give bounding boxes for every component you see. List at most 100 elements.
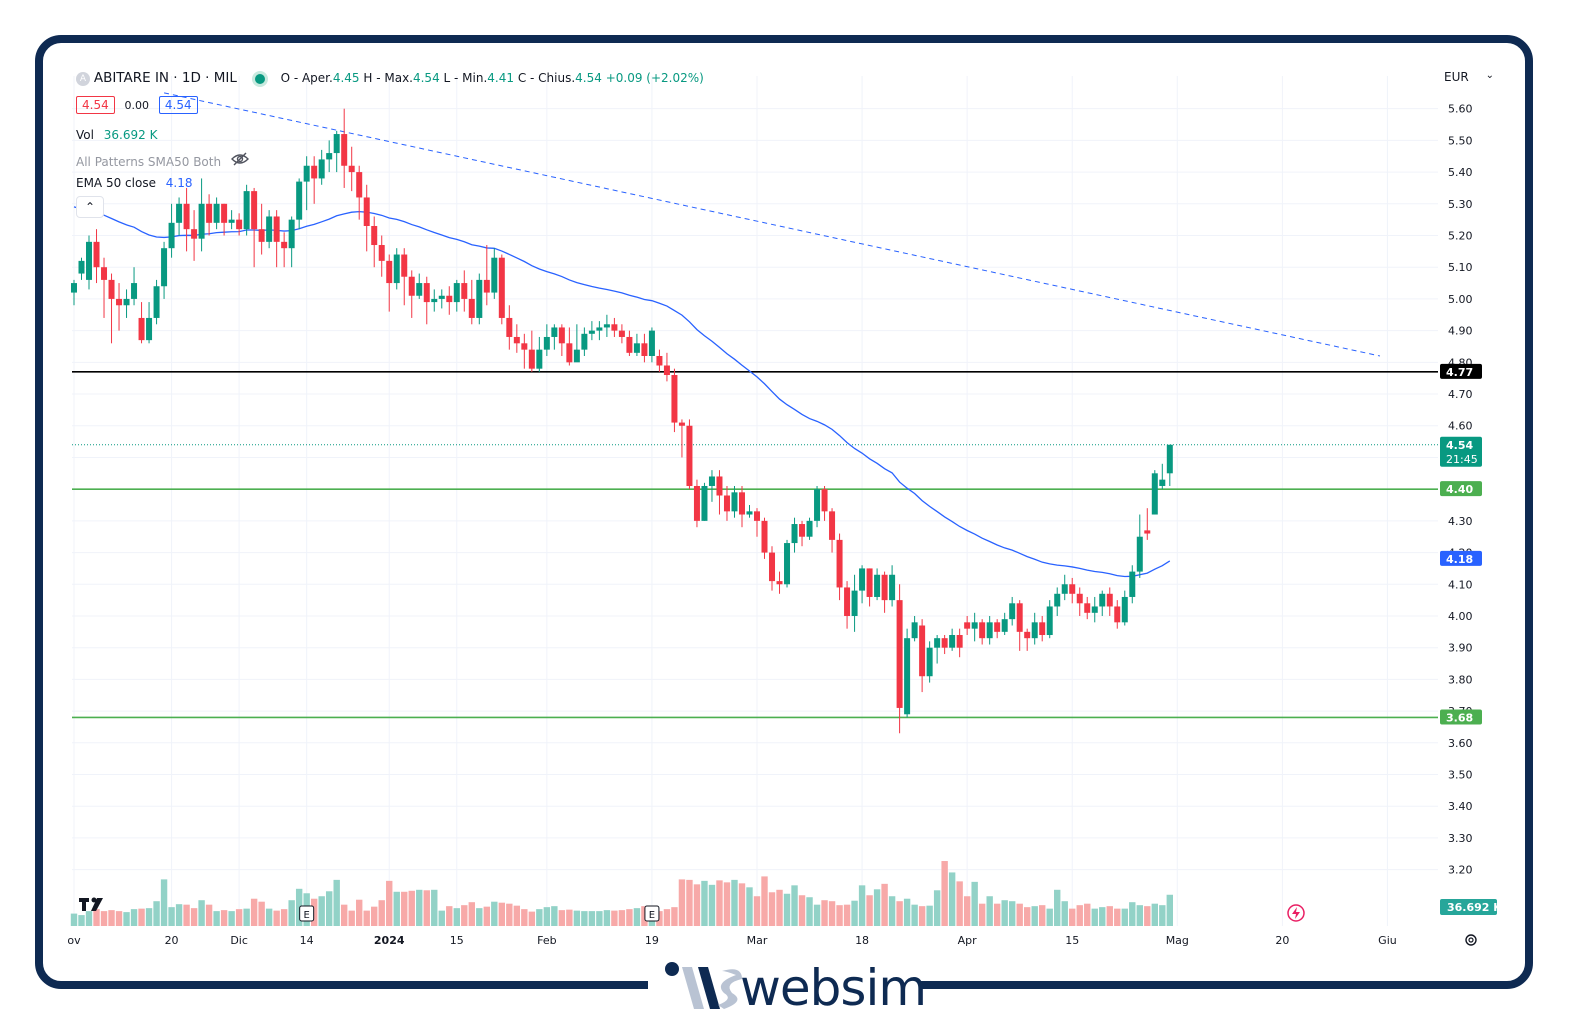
volume-bar <box>746 887 753 926</box>
candle-body <box>633 343 640 353</box>
volume-bar <box>1023 907 1031 926</box>
collapse-legend-button[interactable]: ⌃ <box>76 196 104 218</box>
volume-bar <box>160 879 168 926</box>
currency-label: EUR <box>1444 70 1469 84</box>
earnings-marker-icon[interactable]: E <box>644 905 660 922</box>
candle-body <box>941 638 948 648</box>
candle-body <box>648 330 655 356</box>
volume-bar <box>543 907 551 926</box>
candle-body <box>78 260 85 274</box>
earnings-marker-letter: E <box>649 910 655 921</box>
volume-bar <box>926 905 933 926</box>
candle-body <box>746 511 753 515</box>
candle-body <box>618 330 625 337</box>
volume-bar <box>783 893 791 926</box>
candle-body <box>979 622 986 639</box>
x-tick-label: 20 <box>1275 934 1289 947</box>
candle-body <box>896 600 903 708</box>
volume-bar <box>663 909 671 926</box>
volume-bar <box>280 909 288 926</box>
volume-bar <box>423 890 430 926</box>
spread-value: 0.00 <box>124 99 150 112</box>
volume-bar <box>273 910 280 926</box>
volume-bar <box>753 896 761 926</box>
volume-bar <box>723 882 731 926</box>
candle-body <box>1024 631 1031 639</box>
volume-bar <box>896 901 903 926</box>
volume-bar <box>318 896 325 926</box>
candle-body <box>588 330 595 334</box>
candle-body <box>176 203 183 223</box>
grid <box>72 76 1438 926</box>
candle-body <box>926 647 933 677</box>
hidden-eye-icon[interactable] <box>230 152 249 169</box>
volume-bar <box>716 880 723 926</box>
candle-body <box>551 327 558 337</box>
earnings-marker-icon[interactable]: E <box>299 905 315 922</box>
candle-body <box>754 511 760 521</box>
currency-selector[interactable]: EUR ⌄ <box>1444 70 1496 90</box>
candle-body <box>521 343 528 350</box>
volume-bar <box>1069 908 1076 926</box>
volume-bar <box>348 910 355 926</box>
volume-bar <box>978 903 986 926</box>
y-tick-label: 5.20 <box>1448 230 1473 243</box>
volume-bar <box>521 909 528 926</box>
tv-logo-stem <box>82 898 86 911</box>
candle-body <box>408 276 415 296</box>
volume-bar <box>963 896 971 926</box>
volume-bar <box>70 913 78 926</box>
volume-bar <box>235 909 243 926</box>
volume-bar <box>310 898 318 926</box>
tradingview-logo-icon <box>79 897 103 911</box>
volume-bar <box>1166 894 1174 926</box>
candle-body <box>116 298 123 306</box>
volume-bar <box>295 888 303 926</box>
y-tick-label: 4.60 <box>1448 420 1473 433</box>
volume-bar <box>325 891 333 926</box>
candle-body <box>273 216 280 242</box>
candle-body <box>723 495 730 512</box>
candle-body <box>836 539 843 588</box>
volume-bar <box>1046 908 1053 926</box>
volume-bar <box>115 911 123 926</box>
candle-body <box>311 165 318 179</box>
candle-body <box>784 543 791 585</box>
candle-body <box>491 257 498 293</box>
volume-bar <box>791 885 798 926</box>
volume-bar <box>768 892 776 926</box>
volume-bar <box>100 911 108 926</box>
volume-bar <box>491 901 498 926</box>
volume-bar <box>558 910 566 926</box>
settings-icon-ring <box>1465 934 1477 946</box>
volume-bar <box>408 890 415 926</box>
candle-body <box>1136 536 1143 572</box>
volume-bar <box>641 906 648 926</box>
ask-box[interactable]: 4.54 <box>158 96 198 114</box>
volume-bar <box>678 879 686 926</box>
candle-body <box>596 327 603 331</box>
candle-body <box>221 203 228 223</box>
flash-icon[interactable] <box>1287 904 1305 922</box>
x-tick-label: 2024 <box>374 934 405 947</box>
ema-line <box>73 206 1171 578</box>
candle-body <box>1099 593 1106 607</box>
candle-body <box>671 375 678 423</box>
chart-frame <box>35 35 1533 989</box>
settings-icon[interactable] <box>1465 934 1477 946</box>
volume-bar <box>618 910 626 926</box>
candle-body <box>769 552 776 582</box>
bid-box[interactable]: 4.54 <box>76 96 115 114</box>
price-label-box <box>1440 709 1482 725</box>
ema-label[interactable]: EMA 50 close <box>76 176 156 190</box>
volume-bar <box>888 896 896 926</box>
x-tick-label: 15 <box>1065 934 1079 947</box>
patterns-label[interactable]: All Patterns SMA50 Both <box>76 155 222 169</box>
candle-body <box>738 492 745 515</box>
volume-bar <box>566 909 573 926</box>
volume-bar <box>603 910 611 926</box>
symbol-title[interactable]: ABITARE IN · 1D · MIL <box>93 70 237 86</box>
tv-logo-slash <box>91 898 103 911</box>
price-label-text: 4.54 <box>1446 439 1473 452</box>
